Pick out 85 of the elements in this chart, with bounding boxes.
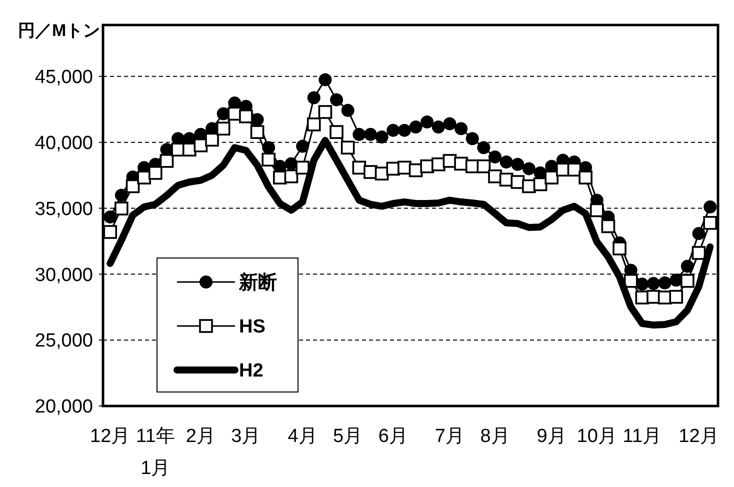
point: [680, 260, 694, 273]
point: [612, 242, 626, 256]
point: [601, 219, 616, 234]
point: [432, 120, 445, 134]
x-tick-label: 9月: [536, 426, 566, 447]
y-axis-title: 円／Mトン: [18, 21, 100, 40]
point: [386, 124, 400, 137]
x-tick-label: 4月: [288, 426, 318, 447]
point: [692, 227, 706, 240]
point: [239, 109, 253, 124]
legend-label: H2: [239, 360, 264, 382]
y-tick-label: 30,000: [34, 264, 93, 286]
point: [160, 154, 174, 168]
x-tick-label: 8月: [480, 426, 510, 447]
x-tick-label: 3月: [231, 426, 261, 447]
point: [318, 73, 332, 86]
point: [352, 128, 366, 141]
x-tick-label: 12月: [90, 426, 130, 447]
point: [511, 158, 524, 171]
point: [296, 160, 310, 175]
y-tick-label: 35,000: [34, 198, 93, 220]
point: [262, 152, 276, 166]
point: [306, 118, 321, 132]
point: [341, 104, 354, 117]
x-tick-label: 12月: [678, 426, 719, 447]
x-tick-label: 7月: [434, 426, 465, 447]
point: [704, 200, 717, 214]
point: [296, 140, 310, 153]
point: [522, 162, 536, 176]
point: [624, 274, 638, 288]
point: [330, 93, 344, 106]
point: [182, 142, 196, 156]
point: [137, 170, 151, 184]
point: [340, 140, 355, 155]
point: [692, 246, 706, 260]
point: [578, 170, 592, 184]
point: [114, 202, 128, 216]
point: [646, 277, 660, 290]
point: [590, 203, 604, 218]
point: [466, 132, 479, 146]
point: [443, 117, 456, 130]
point: [216, 122, 230, 136]
point: [364, 128, 377, 141]
point: [330, 125, 344, 139]
point: [420, 116, 434, 129]
point: [114, 188, 128, 202]
point: [510, 175, 525, 189]
point: [126, 179, 140, 194]
point: [250, 125, 264, 139]
point: [104, 210, 117, 224]
x-tick-label: 11月: [622, 426, 662, 447]
point: [567, 162, 582, 177]
point: [680, 274, 694, 288]
point: [488, 150, 502, 164]
x-tick-label: 2月: [186, 426, 216, 447]
point: [477, 141, 490, 154]
point: [307, 91, 320, 104]
y-tick-label: 40,000: [34, 132, 93, 154]
point: [544, 170, 558, 184]
x-tick-label: 6月: [378, 426, 408, 447]
y-tick-label: 25,000: [34, 330, 93, 352]
point: [398, 160, 412, 175]
y-tick-label: 20,000: [34, 396, 93, 418]
point: [669, 290, 684, 304]
x-tick-label: 5月: [333, 426, 363, 447]
point: [500, 155, 513, 168]
y-tick-label: 45,000: [34, 67, 93, 88]
point: [284, 169, 298, 184]
legend-label: 新断: [238, 272, 277, 294]
point: [398, 124, 411, 137]
point: [205, 132, 219, 147]
x-tick-label: 10月: [576, 426, 617, 447]
point: [454, 122, 468, 136]
point: [703, 216, 717, 230]
point: [318, 105, 332, 119]
point: [103, 225, 118, 239]
point: [148, 166, 162, 180]
point: [375, 130, 388, 144]
point: [670, 274, 683, 287]
point: [476, 159, 491, 174]
point: [658, 276, 672, 290]
point: [409, 120, 422, 134]
x-tick-label: 11年 1月: [136, 426, 175, 479]
point: [194, 138, 208, 152]
legend-label: HS: [239, 316, 266, 338]
